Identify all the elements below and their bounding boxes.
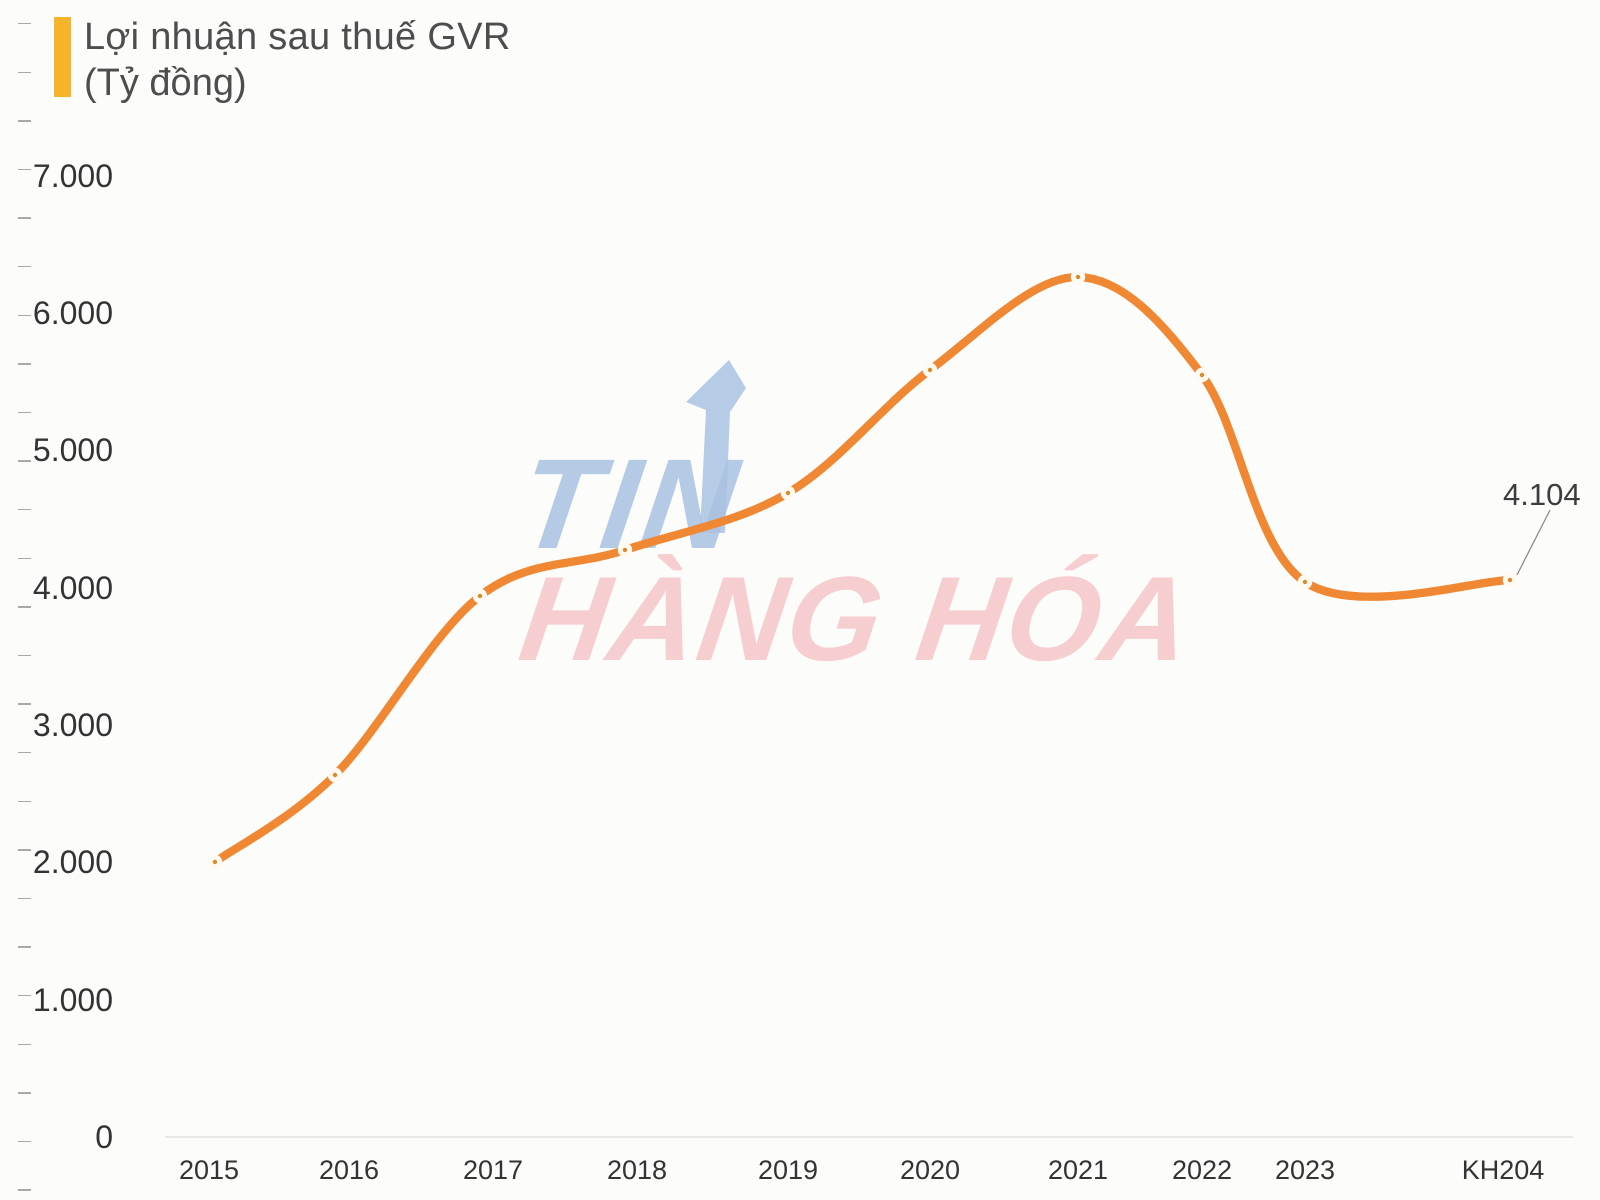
- svg-text:4.104: 4.104: [1503, 477, 1581, 512]
- svg-text:HÀNG HÓA: HÀNG HÓA: [513, 552, 1201, 686]
